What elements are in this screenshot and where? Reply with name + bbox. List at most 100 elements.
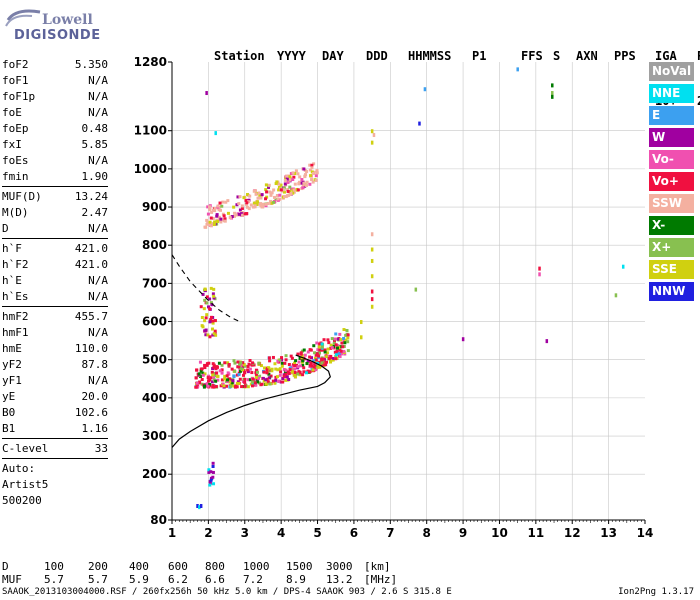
echo-point: [320, 342, 324, 346]
echo-point: [260, 193, 264, 197]
echo-point: [247, 362, 251, 366]
echo-point: [276, 359, 280, 363]
muf-value: 7.2: [243, 573, 263, 586]
echo-point: [325, 355, 329, 359]
echo-point: [346, 333, 350, 337]
echo-point: [298, 364, 302, 368]
echo-point: [239, 361, 243, 365]
echo-point: [286, 370, 290, 374]
param-row-h-es: h`Es N/A: [2, 289, 108, 305]
echo-point: [287, 363, 291, 367]
echo-point: [213, 206, 217, 210]
echo-point: [320, 348, 324, 352]
echo-point: [229, 384, 233, 388]
echo-point: [315, 341, 319, 345]
echo-point: [237, 212, 241, 216]
echo-point: [257, 381, 261, 385]
echo-point: [283, 361, 287, 365]
echo-point: [257, 361, 261, 365]
y-tick-label: 80: [150, 513, 167, 527]
echo-point: [207, 470, 211, 474]
echo-point: [214, 384, 218, 388]
echo-point: [205, 222, 209, 226]
echo-point: [250, 384, 254, 388]
echo-point: [235, 381, 239, 385]
echo-point: [243, 364, 247, 368]
echo-point: [249, 382, 253, 386]
legend-e: E: [649, 106, 694, 125]
echo-point: [232, 214, 236, 218]
echo-point: [216, 374, 220, 378]
legend-w: W: [649, 128, 694, 147]
echo-point: [310, 178, 314, 182]
echo-point: [215, 213, 219, 217]
echo-point: [210, 380, 214, 384]
echo-point: [329, 357, 333, 361]
echo-point: [292, 373, 296, 377]
y-tick-label: 500: [142, 353, 167, 367]
echo-point: [244, 198, 248, 202]
echo-point: [230, 381, 234, 385]
echo-point: [206, 221, 210, 225]
echo-point: [312, 171, 316, 175]
echo-point: [278, 197, 282, 201]
echo-point: [239, 369, 243, 373]
echo-point: [302, 167, 306, 171]
echo-point: [309, 361, 313, 365]
echo-point: [313, 363, 317, 367]
echo-point: [212, 296, 216, 300]
echo-point: [203, 287, 207, 291]
echo-point: [264, 183, 268, 187]
echo-point: [270, 191, 274, 195]
echo-point: [200, 324, 204, 328]
echo-point: [237, 382, 241, 386]
echo-point: [267, 376, 271, 380]
echo-point: [264, 378, 268, 382]
echo-point: [285, 375, 289, 379]
echo-point: [221, 212, 225, 216]
echo-point: [259, 204, 263, 208]
echo-point: [244, 202, 248, 206]
echo-point: [276, 375, 280, 379]
y-tick-label: 200: [142, 467, 167, 481]
echo-point: [204, 333, 208, 337]
echo-point: [264, 202, 268, 206]
x-tick-label: 7: [386, 526, 394, 540]
echo-point: [214, 333, 218, 337]
logo-swoosh-icon: [5, 9, 41, 27]
echo-point: [314, 368, 318, 372]
param-row-ye: yE 20.0: [2, 389, 108, 405]
echo-point: [276, 197, 280, 201]
echo-point: [290, 365, 294, 369]
echo-point: [246, 370, 250, 374]
echo-point: [294, 169, 298, 173]
echo-point: [334, 353, 338, 357]
divider: [2, 238, 108, 239]
legend-x-: X-: [649, 216, 694, 235]
echo-point: [239, 363, 243, 367]
echo-point: [205, 218, 209, 222]
echo-point: [211, 321, 215, 325]
echo-point: [274, 197, 278, 201]
x-tick-label: 10: [491, 526, 508, 540]
echo-point: [240, 212, 244, 216]
echo-point: [320, 358, 324, 362]
echo-point: [276, 368, 280, 372]
echo-point: [235, 373, 239, 377]
echo-point: [228, 216, 232, 220]
echo-point: [212, 332, 216, 336]
param-row-b0: B0 102.6: [2, 405, 108, 421]
param-name: C-level: [2, 442, 49, 455]
echo-point: [621, 264, 625, 269]
header-labels-row: Station YYYY DAY DDD HHMMSS P1 FFS S AXN PPS IGA PS: [214, 49, 700, 64]
echo-point: [241, 361, 245, 365]
echo-point: [318, 351, 322, 355]
echo-point: [372, 133, 376, 138]
echo-point: [314, 358, 318, 362]
echo-point: [339, 338, 343, 342]
echo-point: [233, 211, 237, 215]
echo-point: [272, 200, 276, 204]
echo-point: [308, 163, 312, 167]
echo-point: [551, 94, 554, 99]
echo-point: [293, 182, 297, 186]
